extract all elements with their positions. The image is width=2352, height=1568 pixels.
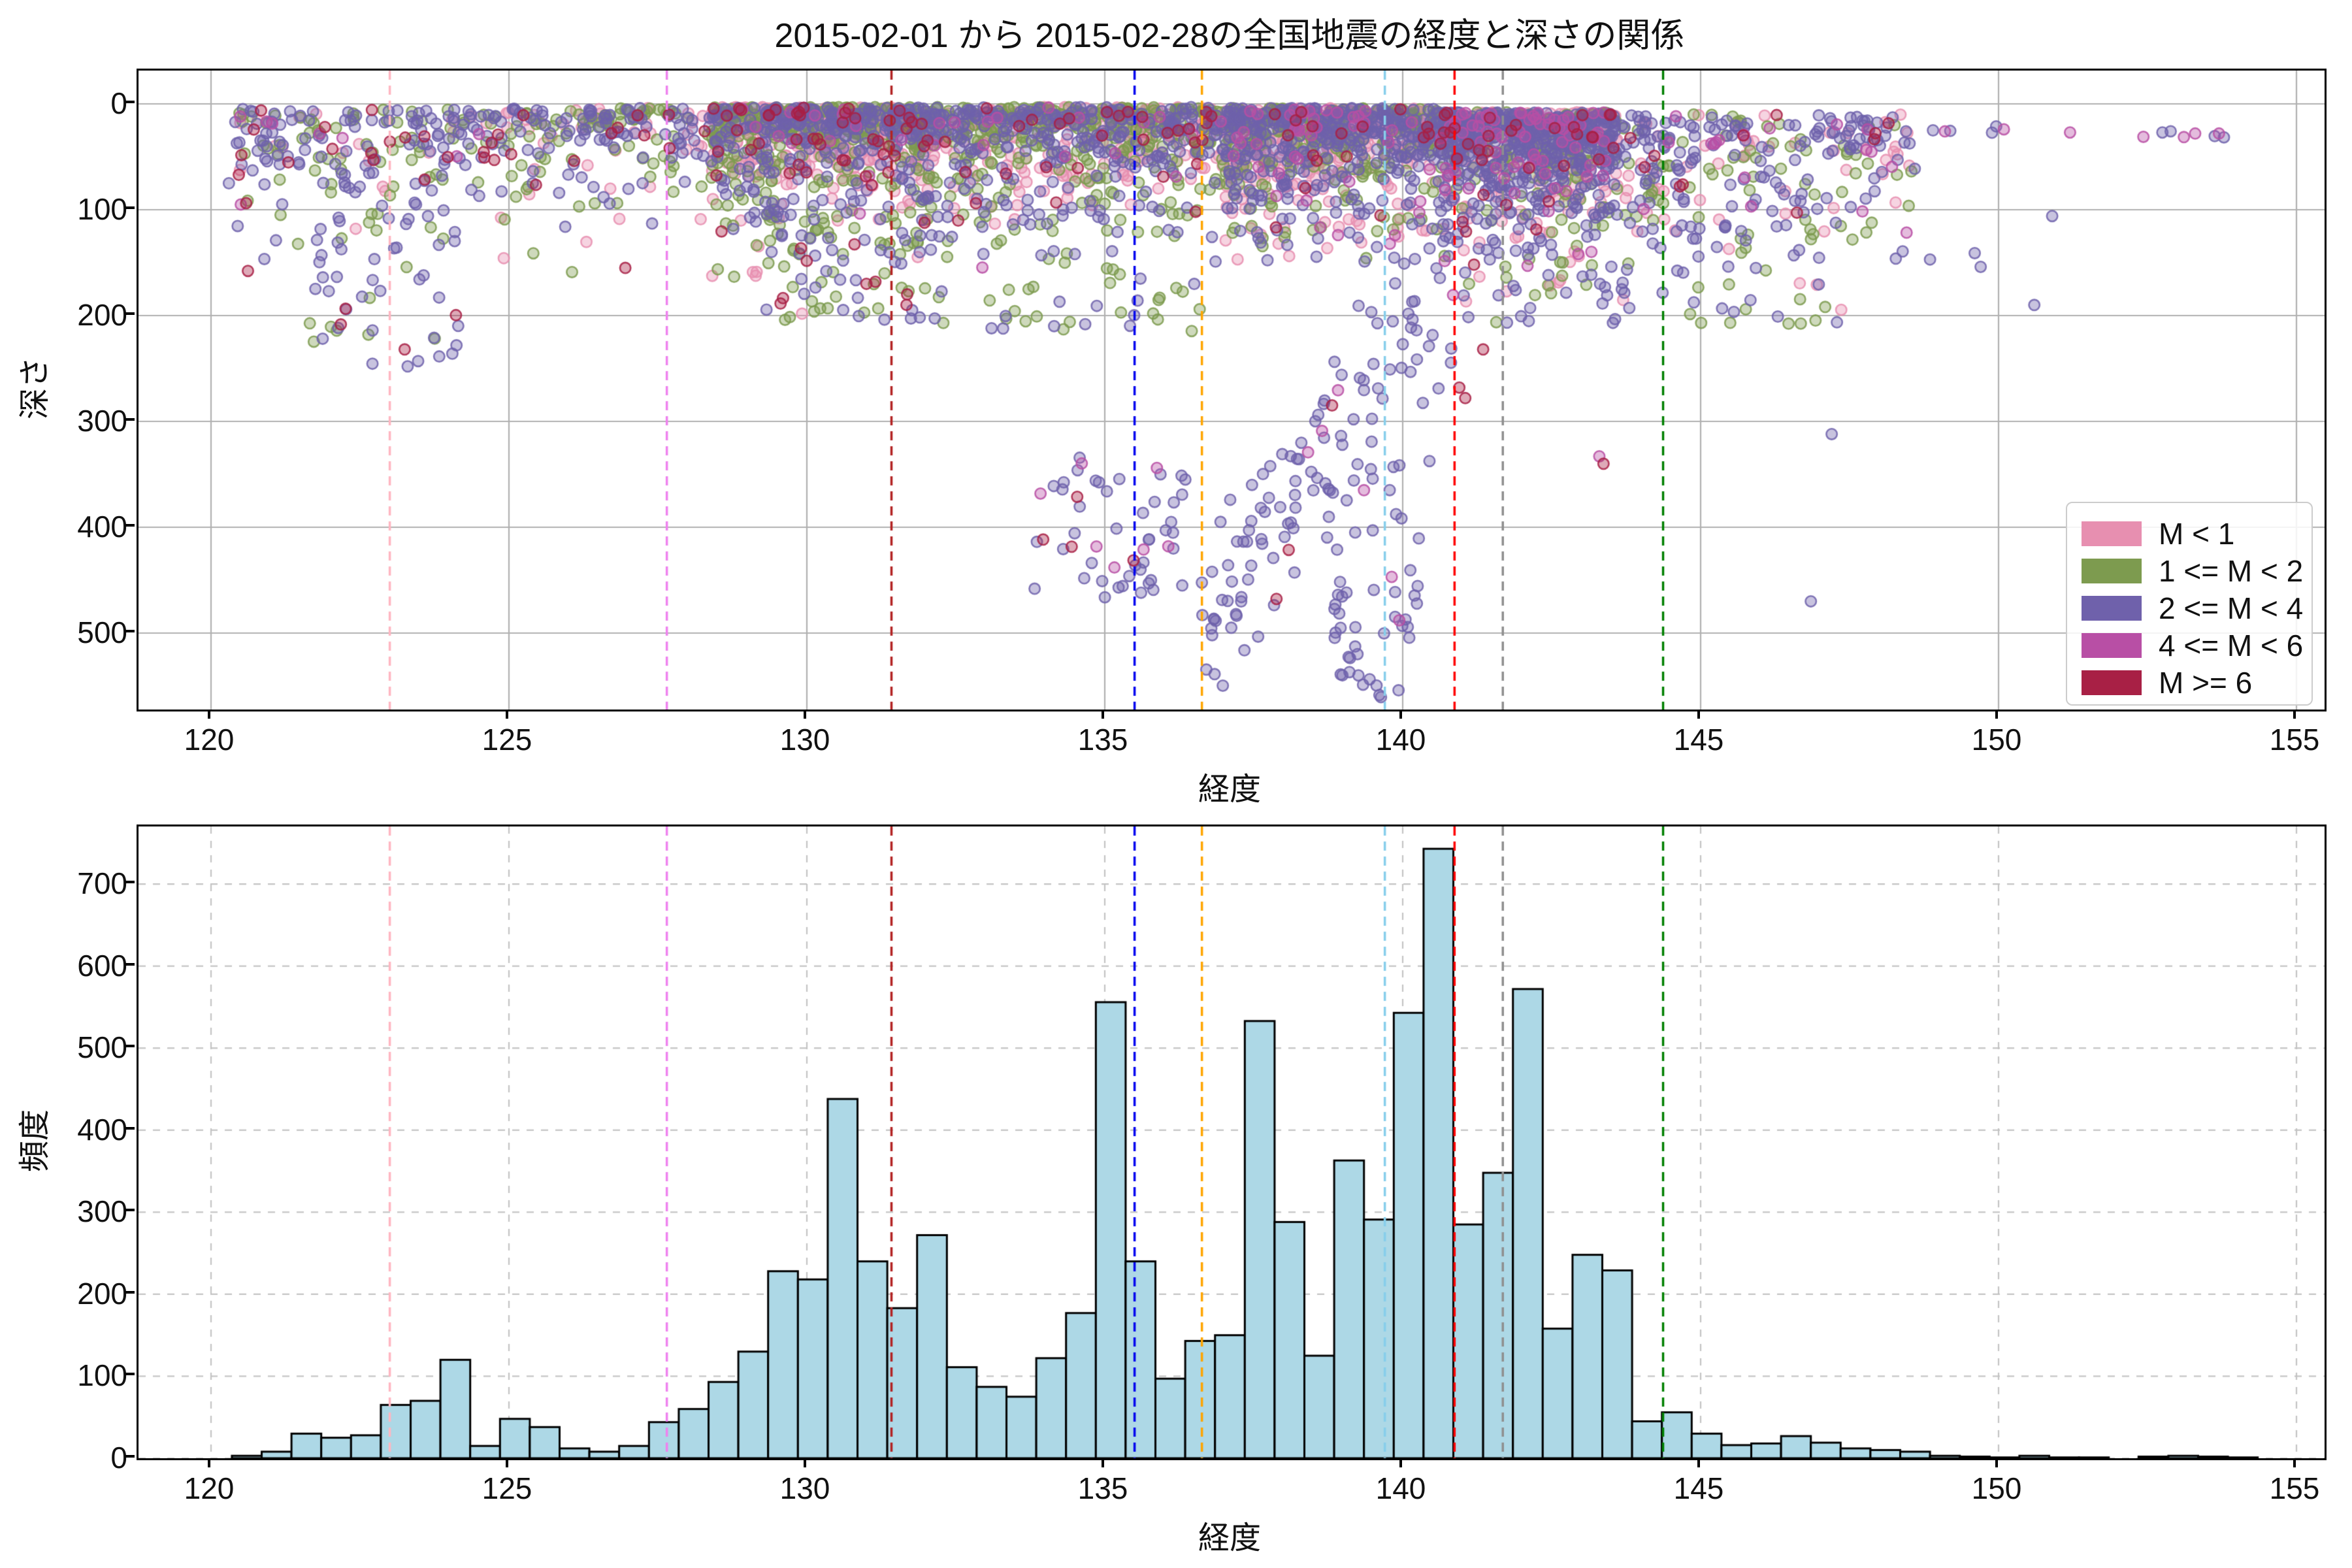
legend-row: M >= 6 — [2082, 664, 2311, 701]
y-tick-label: 300 — [77, 404, 127, 438]
legend-label-1-2: 1 <= M < 2 — [2159, 553, 2304, 588]
legend: M < 1 1 <= M < 2 2 <= M < 4 4 <= M < 6 M… — [2066, 502, 2313, 706]
y-tick-mark — [125, 524, 135, 527]
y-tick-mark — [125, 1209, 135, 1212]
histogram-plot-area — [137, 825, 2327, 1460]
y-tick-label: 200 — [77, 1276, 127, 1311]
x-tick-label: 120 — [184, 723, 235, 757]
x-tick-mark — [1995, 1458, 1998, 1467]
legend-label-m-ge-6: M >= 6 — [2159, 665, 2253, 700]
x-tick-label: 155 — [2269, 723, 2320, 757]
y-tick-mark — [125, 962, 135, 966]
legend-swatch-m-ge-6 — [2082, 670, 2142, 695]
x-tick-label: 135 — [1077, 723, 1128, 757]
y-tick-label: 500 — [77, 1030, 127, 1065]
x-tick-mark — [506, 710, 508, 719]
legend-label-m-lt-1: M < 1 — [2159, 516, 2235, 551]
x-tick-mark — [506, 1458, 508, 1467]
y-tick-label: 600 — [77, 948, 127, 983]
legend-swatch-4-6 — [2082, 632, 2142, 658]
x-tick-mark — [208, 1458, 210, 1467]
x-tick-mark — [1399, 710, 1402, 719]
y-tick-mark — [125, 1045, 135, 1048]
y-tick-mark — [125, 1126, 135, 1130]
y-tick-label: 0 — [110, 1441, 127, 1475]
histogram-xlabel: 経度 — [1198, 1521, 1261, 1556]
legend-swatch-1-2 — [2082, 558, 2142, 583]
legend-row: 4 <= M < 6 — [2082, 627, 2311, 664]
x-tick-mark — [1697, 1458, 1700, 1467]
y-tick-mark — [125, 1373, 135, 1376]
y-tick-label: 500 — [77, 615, 127, 649]
x-tick-label: 120 — [184, 1471, 235, 1505]
y-tick-mark — [125, 630, 135, 632]
y-tick-mark — [125, 312, 135, 315]
y-tick-mark — [125, 101, 135, 103]
x-tick-mark — [1102, 710, 1104, 719]
y-tick-mark — [125, 1455, 135, 1458]
x-tick-label: 145 — [1673, 723, 1724, 757]
legend-row: 1 <= M < 2 — [2082, 552, 2311, 589]
scatter-xlabel: 経度 — [1198, 772, 1261, 807]
x-tick-label: 130 — [779, 723, 830, 757]
y-tick-mark — [125, 418, 135, 421]
x-tick-label: 150 — [1971, 1471, 2022, 1505]
x-tick-mark — [804, 1458, 806, 1467]
scatter-ylabel: 深さ — [18, 357, 52, 420]
y-tick-mark — [125, 881, 135, 884]
legend-row: 2 <= M < 4 — [2082, 589, 2311, 627]
x-tick-label: 150 — [1971, 723, 2022, 757]
x-tick-label: 140 — [1375, 723, 1426, 757]
histogram-canvas — [139, 826, 2325, 1458]
x-tick-mark — [1399, 1458, 1402, 1467]
y-tick-label: 300 — [77, 1194, 127, 1229]
scatter-plot-area — [137, 69, 2327, 711]
y-tick-label: 400 — [77, 1112, 127, 1147]
x-tick-label: 130 — [779, 1471, 830, 1505]
x-tick-label: 155 — [2269, 1471, 2320, 1505]
x-tick-mark — [1102, 1458, 1104, 1467]
x-tick-label: 135 — [1077, 1471, 1128, 1505]
x-tick-label: 125 — [482, 723, 532, 757]
legend-row: M < 1 — [2082, 515, 2311, 552]
y-tick-mark — [125, 206, 135, 209]
x-tick-mark — [804, 710, 806, 719]
x-tick-mark — [2293, 710, 2296, 719]
y-tick-mark — [125, 1290, 135, 1294]
legend-label-2-4: 2 <= M < 4 — [2159, 591, 2304, 625]
x-tick-mark — [1697, 710, 1700, 719]
y-tick-label: 100 — [77, 1358, 127, 1393]
y-tick-label: 400 — [77, 510, 127, 544]
chart-title: 2015-02-01 から 2015-02-28の全国地震の経度と深さの関係 — [774, 17, 1685, 55]
x-tick-label: 145 — [1673, 1471, 1724, 1505]
x-tick-label: 140 — [1375, 1471, 1426, 1505]
y-tick-label: 0 — [110, 86, 127, 120]
x-tick-mark — [208, 710, 210, 719]
x-tick-mark — [2293, 1458, 2296, 1467]
legend-label-4-6: 4 <= M < 6 — [2159, 628, 2304, 662]
scatter-canvas — [139, 71, 2325, 710]
x-tick-mark — [1995, 710, 1998, 719]
y-tick-label: 700 — [77, 866, 127, 901]
y-tick-label: 200 — [77, 298, 127, 332]
legend-swatch-m-lt-1 — [2082, 521, 2142, 546]
x-tick-label: 125 — [482, 1471, 532, 1505]
y-tick-label: 100 — [77, 192, 127, 226]
legend-swatch-2-4 — [2082, 595, 2142, 621]
